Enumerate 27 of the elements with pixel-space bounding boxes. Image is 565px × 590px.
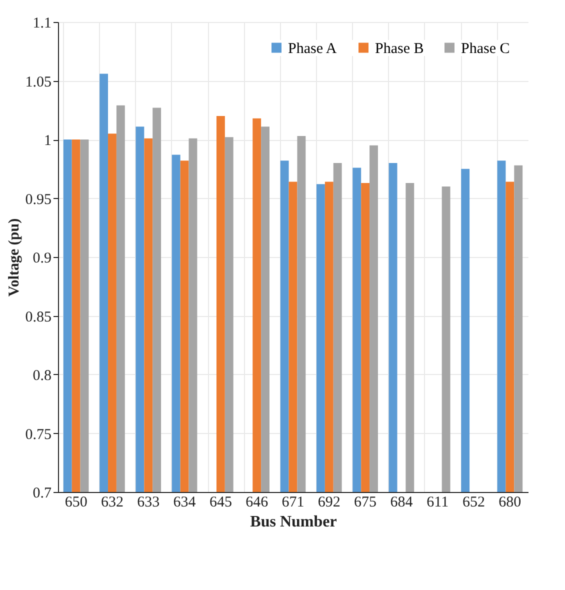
y-tick-label: 0.7 <box>32 486 52 502</box>
y-tick-label: 0.95 <box>25 192 52 208</box>
y-tick-label: 1 <box>44 133 52 149</box>
y-axis-title: Voltage (pu) <box>6 218 22 297</box>
x-tick-label: 692 <box>318 494 340 510</box>
y-tick-label: 0.9 <box>32 250 52 266</box>
x-tick-label: 680 <box>498 494 522 510</box>
x-tick-label: 684 <box>390 494 414 510</box>
legend-label: Phase B <box>375 40 424 57</box>
x-tick-label: 652 <box>462 494 486 510</box>
y-tick-label: 0.8 <box>32 368 52 384</box>
x-axis-title: Bus Number <box>250 514 337 530</box>
x-tick-label: 646 <box>246 494 269 510</box>
legend-label: Phase A <box>288 40 337 57</box>
legend-label: Phase C <box>461 40 510 57</box>
y-tick-label: 1.1 <box>32 16 52 32</box>
x-tick-label: 675 <box>354 494 377 510</box>
x-tick-label: 611 <box>426 494 449 510</box>
x-tick-label: 650 <box>64 494 88 510</box>
y-tick-label: 1.05 <box>25 74 52 90</box>
y-tick-label: 0.75 <box>25 426 52 443</box>
y-tick-label: 0.85 <box>25 309 52 326</box>
x-tick-label: 633 <box>137 494 160 510</box>
x-tick-label: 671 <box>282 494 304 510</box>
x-tick-label: 645 <box>209 494 232 510</box>
x-tick-label: 634 <box>173 494 196 510</box>
x-tick-label: 632 <box>100 494 124 510</box>
